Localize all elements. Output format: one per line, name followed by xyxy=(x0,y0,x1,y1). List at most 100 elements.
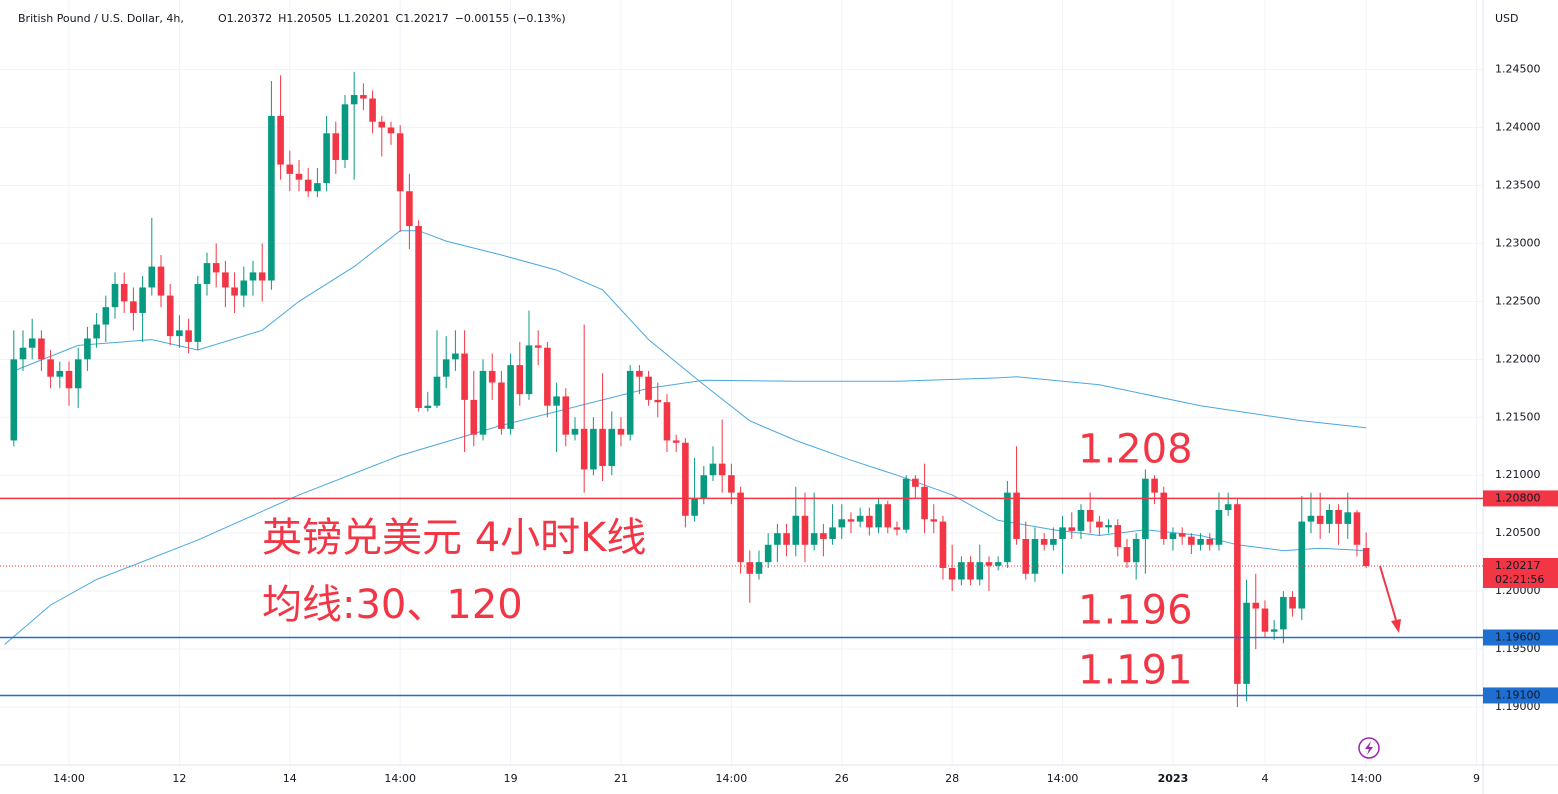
candle-body xyxy=(488,370,496,383)
candle-body xyxy=(1206,538,1214,545)
candle-body xyxy=(516,365,524,395)
candle-body xyxy=(948,567,956,580)
alert-icon[interactable] xyxy=(1358,737,1380,759)
candle-body xyxy=(1280,596,1287,630)
candle-body xyxy=(93,324,100,339)
x-tick-label: 19 xyxy=(504,772,518,785)
arrow-head xyxy=(1391,619,1401,633)
candle-body xyxy=(507,365,514,429)
candle-body xyxy=(783,533,790,545)
candle-body xyxy=(562,396,570,435)
annotation: 1.208 xyxy=(1078,426,1193,472)
candle-body xyxy=(157,266,165,296)
candle-body xyxy=(295,173,303,180)
y-tick-label: 1.24000 xyxy=(1495,121,1541,134)
candle-body xyxy=(691,498,698,516)
candle-body xyxy=(148,266,156,288)
candle-body xyxy=(176,330,183,337)
candle-body xyxy=(1307,515,1315,522)
candle-body xyxy=(1031,538,1039,574)
annotation: 1.196 xyxy=(1078,588,1193,634)
candle-body xyxy=(534,345,542,348)
annotation: 1.191 xyxy=(1078,647,1193,693)
candle-body xyxy=(755,562,763,574)
candle-body xyxy=(1114,525,1122,548)
candle-body xyxy=(1050,538,1057,545)
candle-body xyxy=(645,376,652,400)
candle-body xyxy=(130,301,137,313)
alert-circle[interactable] xyxy=(1358,737,1380,759)
candle-body xyxy=(672,440,680,443)
candle-body xyxy=(38,338,45,360)
arrow xyxy=(1379,565,1401,633)
x-tick-label: 9 xyxy=(1473,772,1480,785)
candle-body xyxy=(967,562,974,580)
candle-body xyxy=(314,183,321,192)
candle-body xyxy=(286,164,294,174)
candle-body xyxy=(525,345,533,395)
candle-body xyxy=(728,475,735,493)
candle-body xyxy=(433,376,441,406)
candle-body xyxy=(387,127,395,134)
note: 均线:30、120 xyxy=(262,582,523,628)
candle-body xyxy=(1132,538,1140,563)
candle-body xyxy=(194,283,202,342)
last-price-box xyxy=(1483,557,1558,588)
candle-body xyxy=(608,428,616,466)
x-tick-label: 14:00 xyxy=(716,772,748,785)
candle-body xyxy=(442,359,450,377)
x-tick-label: 2023 xyxy=(1158,772,1189,785)
x-tick-label: 14 xyxy=(283,772,297,785)
candle-body xyxy=(976,562,984,580)
last-price-label: 1.20217 xyxy=(1495,559,1541,572)
candle-body xyxy=(1142,478,1149,539)
candle-body xyxy=(1022,538,1030,574)
plot xyxy=(4,71,1370,708)
candle-body xyxy=(1004,492,1011,563)
y-tick-label: 1.20500 xyxy=(1495,526,1541,539)
candle-body xyxy=(341,104,349,160)
candle-body xyxy=(700,475,708,499)
countdown: 02:21:56 xyxy=(1495,573,1544,586)
candle-body xyxy=(424,405,432,408)
y-tick-label: 1.22000 xyxy=(1495,352,1541,365)
level-box xyxy=(1483,629,1558,646)
candle-body xyxy=(1151,478,1158,493)
candle-body xyxy=(580,428,588,470)
candle-body xyxy=(553,396,560,406)
candle-body xyxy=(65,370,73,389)
candle-body xyxy=(856,515,864,522)
candle-body xyxy=(654,399,662,403)
candle-body xyxy=(304,179,312,192)
candle-body xyxy=(939,521,947,568)
candle-body xyxy=(682,442,689,516)
candle-body xyxy=(1326,510,1333,524)
x-tick-label: 14:00 xyxy=(1047,772,1079,785)
x-tick-label: 14:00 xyxy=(384,772,416,785)
candle-body xyxy=(222,272,229,288)
candle-body xyxy=(810,533,818,545)
candle-body xyxy=(231,287,238,296)
candle-body xyxy=(902,478,910,530)
candle-body xyxy=(139,287,146,313)
ohlc-legend: H1.20505 xyxy=(278,12,332,25)
y-tick-label: 1.21500 xyxy=(1495,410,1541,423)
candle-body xyxy=(1160,492,1168,539)
candle-body xyxy=(1252,602,1260,609)
candle-body xyxy=(847,519,855,522)
candle-body xyxy=(185,330,192,342)
candle-body xyxy=(396,133,404,192)
y-tick-label: 1.22500 xyxy=(1495,294,1541,307)
x-tick-label: 4 xyxy=(1261,772,1268,785)
candle-body xyxy=(599,428,606,466)
candle-body xyxy=(350,95,358,105)
y-tick-label: 1.23000 xyxy=(1495,236,1541,249)
alert-bolt[interactable] xyxy=(1365,741,1373,755)
candle-body xyxy=(718,463,726,476)
candle-body xyxy=(1344,512,1352,524)
x-tick-label: 12 xyxy=(172,772,186,785)
candle-body xyxy=(268,115,275,281)
candle-body xyxy=(19,347,27,360)
candle-body xyxy=(746,562,754,574)
candle-body xyxy=(875,504,882,528)
